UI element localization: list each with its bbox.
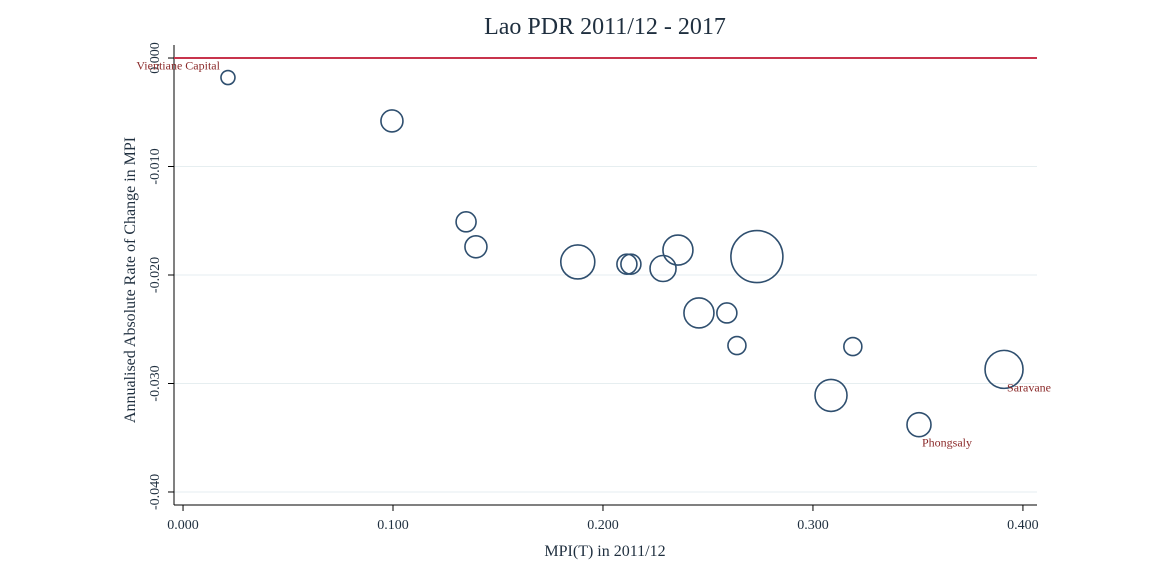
- x-tick-label: 0.100: [377, 518, 409, 533]
- bubble: [380, 109, 404, 133]
- point-label: Saravane: [1007, 380, 1051, 394]
- x-tick-label: 0.000: [167, 518, 199, 533]
- bubble: [455, 211, 477, 233]
- bubble: [616, 253, 638, 275]
- bubble: [984, 349, 1024, 390]
- bubble: [649, 254, 677, 283]
- bubble: [727, 335, 747, 356]
- y-tick-label: -0.040: [148, 474, 163, 510]
- x-tick-label: 0.200: [587, 518, 619, 533]
- x-axis-title: MPI(T) in 2011/12: [544, 543, 665, 560]
- x-tick-label: 0.400: [1007, 518, 1039, 533]
- bubble: [730, 229, 784, 284]
- bubble: [662, 234, 694, 266]
- bubble: [843, 336, 863, 357]
- y-tick-label: -0.030: [148, 365, 163, 401]
- x-tick-label: 0.300: [797, 518, 829, 533]
- y-axis-title: Annualised Absolute Rate of Change in MP…: [122, 137, 139, 423]
- point-label: Vientiane Capital: [136, 59, 220, 73]
- chart-title: Lao PDR 2011/12 - 2017: [484, 14, 726, 40]
- bubble: [220, 69, 236, 86]
- bubble: [683, 297, 715, 329]
- bubble: [906, 411, 932, 438]
- y-tick-label: 0.000: [148, 42, 163, 74]
- bubble: [716, 302, 738, 324]
- bubble: [559, 244, 596, 280]
- bubble: [620, 253, 642, 275]
- bubble: [464, 234, 488, 259]
- y-tick-label: -0.020: [148, 257, 163, 293]
- bubble: [814, 378, 848, 413]
- y-tick-label: -0.010: [148, 148, 163, 184]
- point-label: Phongsaly: [922, 436, 972, 450]
